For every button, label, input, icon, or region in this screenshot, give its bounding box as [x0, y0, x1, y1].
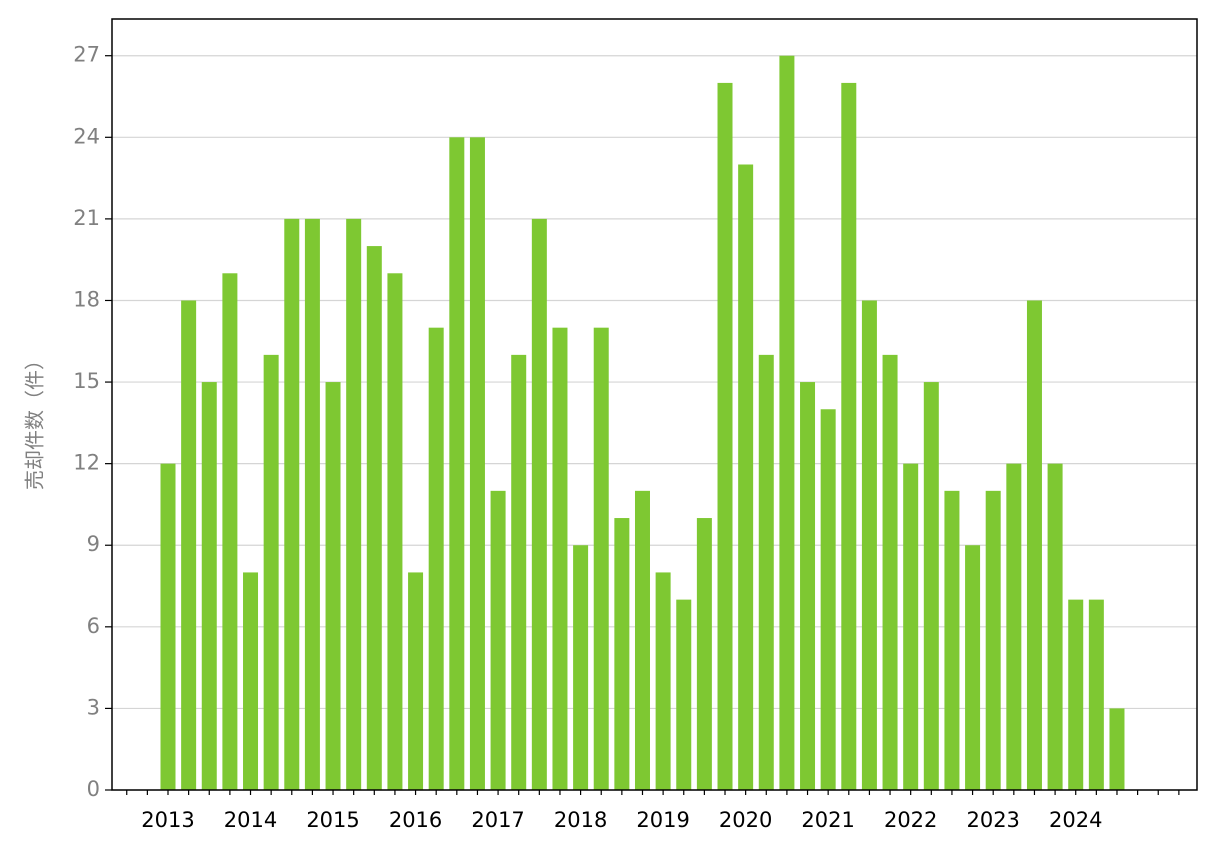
- bar: [676, 599, 692, 790]
- bar: [573, 545, 589, 790]
- bar: [531, 218, 547, 790]
- x-tick-label: 2019: [636, 808, 689, 832]
- bar: [181, 300, 197, 790]
- bar: [1047, 463, 1063, 790]
- bar: [944, 490, 960, 790]
- x-tick-label: 2015: [306, 808, 359, 832]
- bar: [408, 572, 424, 790]
- bar: [552, 327, 568, 790]
- bar: [201, 382, 217, 790]
- bar: [263, 354, 279, 790]
- bar: [284, 218, 300, 790]
- bar: [882, 354, 898, 790]
- bar: [985, 490, 1001, 790]
- y-tick-label: 18: [73, 287, 100, 311]
- bar: [717, 82, 733, 791]
- x-tick-label: 2013: [141, 808, 194, 832]
- bar: [511, 354, 527, 790]
- bar: [160, 463, 176, 790]
- bar: [655, 572, 671, 790]
- bar: [490, 490, 506, 790]
- bar: [243, 572, 259, 790]
- bar: [779, 55, 795, 790]
- bar: [222, 273, 238, 791]
- bar: [634, 490, 650, 790]
- bar: [1109, 708, 1125, 790]
- y-tick-label: 12: [73, 451, 100, 475]
- bar: [469, 137, 485, 791]
- x-tick-label: 2023: [966, 808, 1019, 832]
- bar: [428, 327, 444, 790]
- y-axis-label: 売却件数（件）: [23, 350, 47, 490]
- bar: [304, 218, 320, 790]
- bar: [738, 164, 754, 790]
- bar: [387, 273, 403, 791]
- bar: [1068, 599, 1084, 790]
- x-tick-label: 2018: [554, 808, 607, 832]
- bar: [903, 463, 919, 790]
- bar: [800, 382, 816, 790]
- y-tick-label: 0: [87, 777, 100, 801]
- bar: [923, 382, 939, 790]
- y-tick-label: 3: [87, 695, 100, 719]
- x-tick-label: 2020: [719, 808, 772, 832]
- bar: [1026, 300, 1042, 790]
- y-tick-label: 6: [87, 614, 100, 638]
- bar: [614, 518, 630, 790]
- x-tick-label: 2014: [224, 808, 277, 832]
- bar: [820, 409, 836, 790]
- y-tick-label: 24: [73, 124, 100, 148]
- bar: [366, 246, 382, 790]
- bar: [1088, 599, 1104, 790]
- bar: [593, 327, 609, 790]
- x-tick-label: 2021: [801, 808, 854, 832]
- bar: [861, 300, 877, 790]
- y-tick-label: 9: [87, 532, 100, 556]
- bar: [696, 518, 712, 790]
- y-tick-label: 27: [73, 43, 100, 67]
- bar: [325, 382, 341, 790]
- bar: [965, 545, 981, 790]
- x-tick-label: 2024: [1049, 808, 1102, 832]
- plot-frame: [111, 18, 1198, 791]
- y-tick-label: 21: [73, 206, 100, 230]
- y-tick-label: 15: [73, 369, 100, 393]
- bar: [1006, 463, 1022, 790]
- bar: [346, 218, 362, 790]
- bar: [449, 137, 465, 791]
- bar: [841, 82, 857, 791]
- bar: [758, 354, 774, 790]
- x-tick-label: 2016: [389, 808, 442, 832]
- x-tick-label: 2017: [471, 808, 524, 832]
- x-tick-label: 2022: [884, 808, 937, 832]
